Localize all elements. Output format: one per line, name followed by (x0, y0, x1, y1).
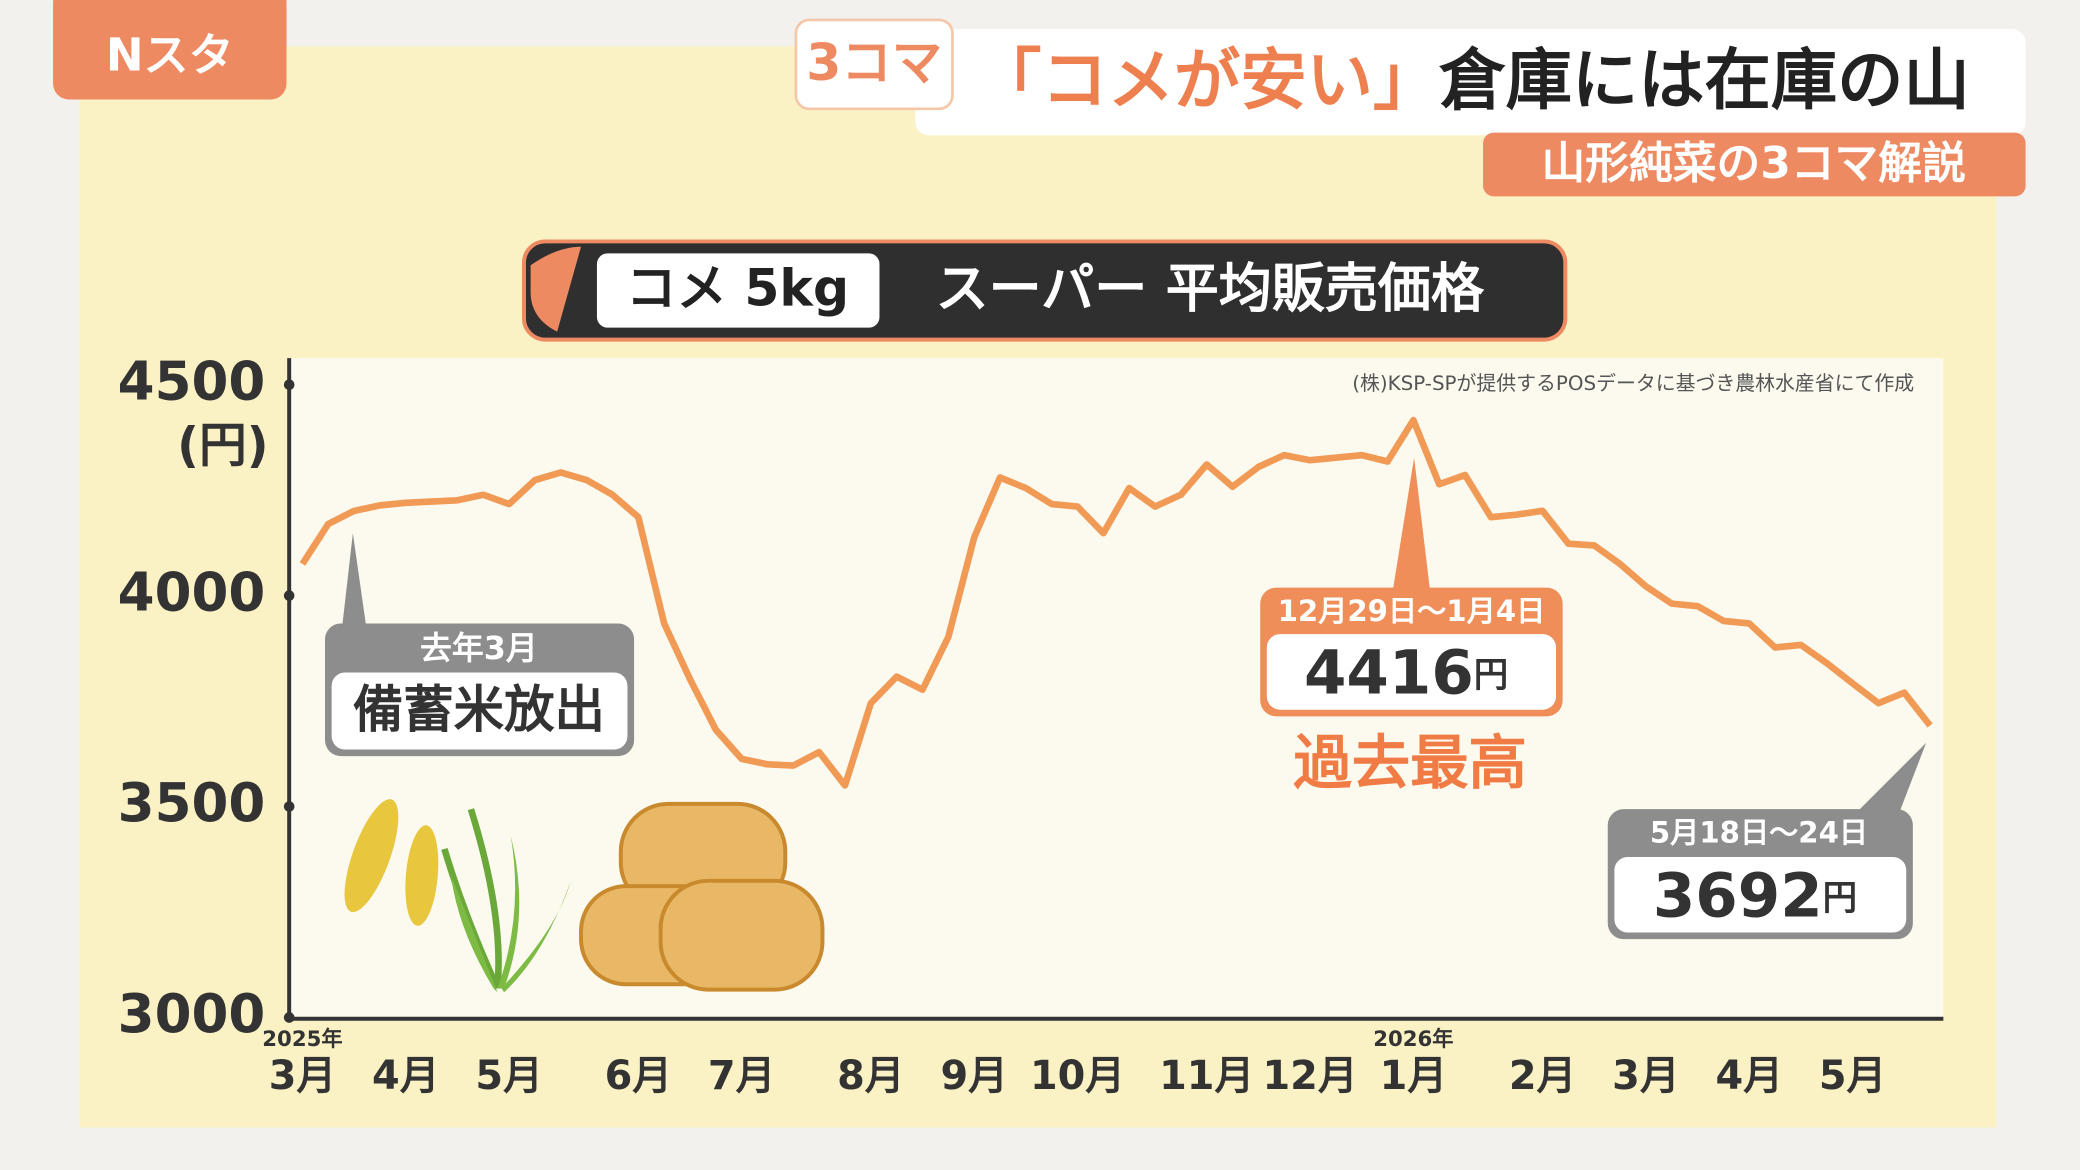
x-tick-label: 3月 (269, 1053, 336, 1099)
title-decoration (530, 246, 582, 332)
chart-title: スーパー 平均販売価格 (936, 257, 1485, 319)
release-callout: 去年3月 備蓄米放出 (325, 533, 635, 757)
x-tick-label: 2月 (1509, 1053, 1576, 1099)
segment-box (794, 18, 954, 111)
callout-text: 備蓄米放出 (353, 680, 605, 739)
price-line (299, 416, 1933, 789)
x-year-label: 2026年 (1373, 1026, 1453, 1052)
peak-callout: 12月29日～1月4日 4416円 過去最高 (1260, 457, 1563, 797)
headline-rest: 倉庫には在庫の山 (1438, 41, 1970, 119)
x-tick-label: 8月 (837, 1053, 904, 1099)
chart-title-tag: コメ 5kg (626, 258, 849, 317)
title-box (915, 29, 2026, 136)
x-tick-label: 11月 (1159, 1053, 1254, 1099)
value-unit: 円 (1823, 878, 1857, 918)
subtitle: 山形純菜の3コマ解説 (1542, 138, 1966, 189)
chart-title-tag-box (596, 253, 880, 328)
x-tick-label: 9月 (940, 1053, 1007, 1099)
x-tick-label: 5月 (1819, 1053, 1886, 1099)
x-tick-label: 1月 (1380, 1053, 1447, 1099)
y-tick-mark (283, 590, 295, 601)
y-tick-label: 4000 (118, 561, 266, 623)
x-tick-label: 5月 (475, 1053, 542, 1099)
source-note: (株)KSP-SPが提供するPOSデータに基づき農林水産省にて作成 (1352, 372, 1914, 395)
y-tick-label: 3500 (118, 772, 266, 834)
value-label: 4416 (1304, 637, 1474, 708)
y-tick-mark (283, 1012, 295, 1023)
callout-value: 4416円 (1304, 637, 1508, 708)
y-tick-mark (283, 379, 295, 390)
rice-plant-illustration (344, 799, 571, 993)
subtitle-box (1483, 132, 2026, 197)
y-axis-label: (円) (177, 418, 268, 473)
latest-callout: 5月18日～24日 3692円 (1607, 742, 1927, 940)
headline-highlight: 「コメが安い」 (975, 41, 1439, 119)
x-tick-label: 4月 (1716, 1053, 1783, 1099)
callout-period: 去年3月 (420, 629, 538, 667)
x-tick-label: 3月 (1612, 1053, 1679, 1099)
value-unit: 円 (1474, 655, 1508, 695)
callout-period: 12月29日～1月4日 (1278, 594, 1546, 628)
callout-period: 5月18日～24日 (1650, 815, 1868, 849)
x-tick-label: 4月 (372, 1053, 439, 1099)
x-tick-label: 12月 (1262, 1053, 1357, 1099)
x-tick-label: 7月 (708, 1053, 775, 1099)
value-label: 3692 (1653, 860, 1823, 931)
peak-note: 過去最高 (1293, 729, 1526, 797)
x-year-label: 2025年 (262, 1026, 342, 1052)
x-tick-label: 10月 (1030, 1053, 1125, 1099)
x-tick-label: 6月 (605, 1053, 672, 1099)
headline: 「コメが安い」倉庫には在庫の山 (975, 41, 1970, 119)
y-tick-label: 4500 (118, 350, 266, 412)
logo: Nスタ (106, 28, 234, 81)
rice-bales-illustration (579, 801, 825, 992)
callout-value: 3692円 (1653, 860, 1857, 931)
segment: 3コマ (806, 33, 942, 92)
y-tick-label: 3000 (118, 983, 266, 1045)
logo-box (53, 0, 287, 100)
y-tick-mark (283, 801, 295, 812)
